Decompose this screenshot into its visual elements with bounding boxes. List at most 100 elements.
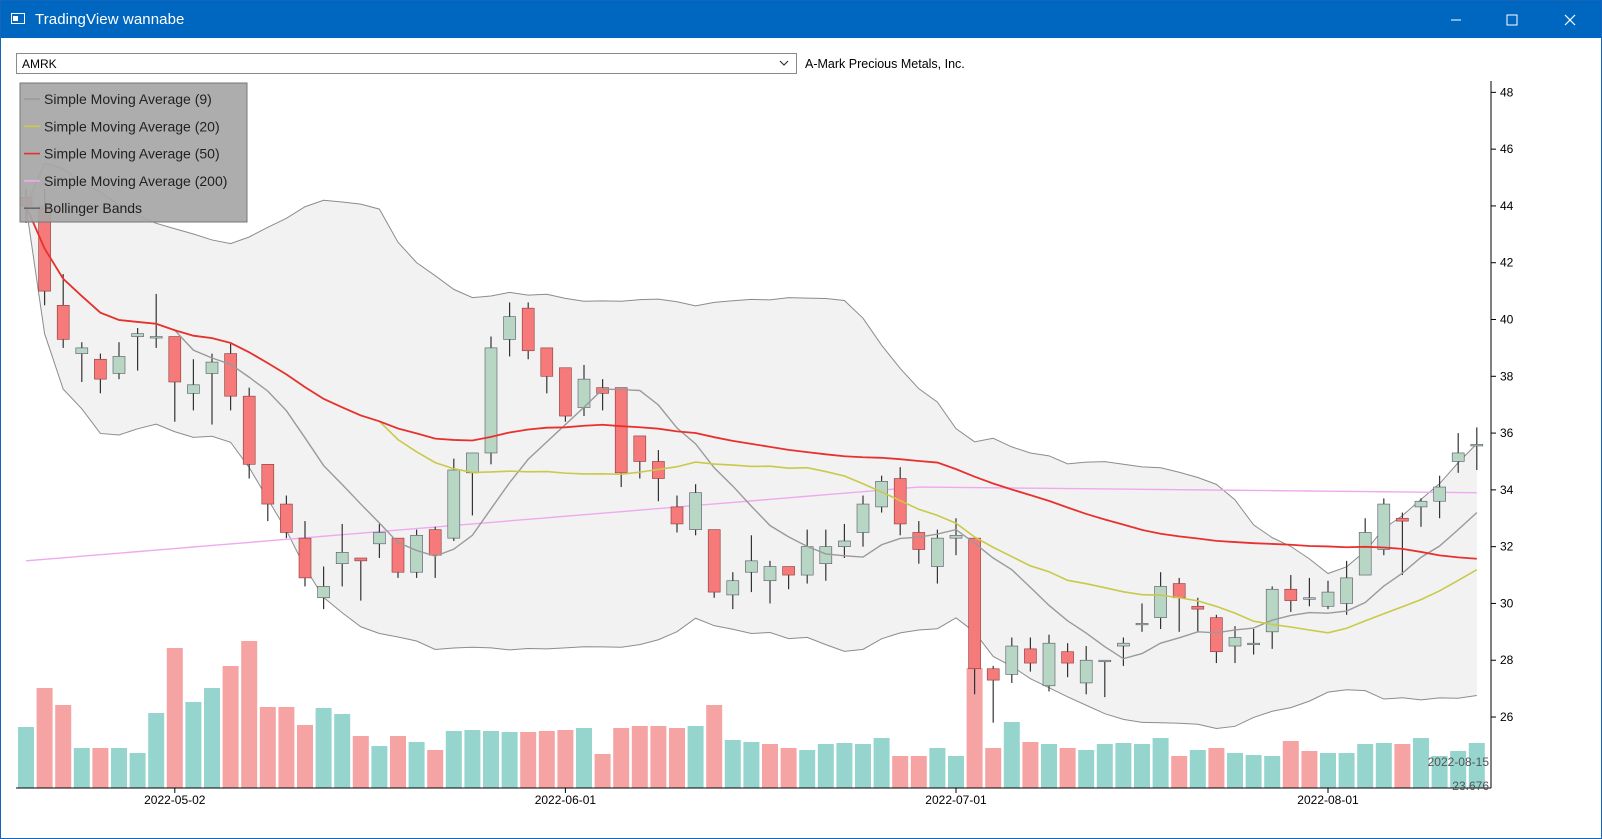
candle-body xyxy=(335,552,349,564)
price-chart[interactable]: 26 28 30 32 34 36 38 40 42 44 46 48 2022-05-02 2022-0… xyxy=(16,81,1584,806)
candle-body xyxy=(1433,486,1446,502)
candle-body xyxy=(782,566,795,576)
y-tick-label: 28 xyxy=(1500,653,1514,667)
close-button[interactable] xyxy=(1547,1,1593,38)
volume-bar xyxy=(408,742,425,788)
candle-body xyxy=(819,546,833,564)
sma9-line xyxy=(25,205,1478,660)
candle-body xyxy=(149,336,163,339)
candle-body xyxy=(949,534,963,539)
candle-body xyxy=(484,347,498,454)
candle-body xyxy=(763,566,777,582)
volume-bar xyxy=(1301,751,1318,788)
legend-label: Simple Moving Average (20) xyxy=(44,118,220,134)
close-icon xyxy=(1564,14,1576,25)
y-tick-label: 38 xyxy=(1500,369,1514,383)
volume-bar xyxy=(1413,738,1429,788)
volume-bar xyxy=(724,740,741,788)
volume-bar xyxy=(873,738,890,788)
candle-body xyxy=(856,503,870,533)
volume-bar xyxy=(706,705,723,788)
candle-body xyxy=(1210,617,1223,653)
candle-body xyxy=(1117,642,1130,647)
candle-body xyxy=(112,356,126,374)
volume-bar xyxy=(910,756,927,788)
maximize-button[interactable] xyxy=(1489,1,1535,38)
candle-body xyxy=(1191,605,1205,610)
candle-body xyxy=(75,347,89,354)
volume-bar xyxy=(204,688,220,788)
volume-bar xyxy=(1468,743,1485,788)
volume-bar xyxy=(315,708,332,788)
candle-body xyxy=(466,452,479,474)
candle-body xyxy=(1470,444,1484,447)
volume-bar xyxy=(966,668,983,788)
crosshair-date: 2022-08-15 xyxy=(1428,755,1490,769)
candle-body xyxy=(1079,659,1093,684)
candle-body xyxy=(94,358,107,380)
candle-body xyxy=(745,560,758,573)
volume-bar xyxy=(892,756,909,788)
volume-bar xyxy=(1282,741,1299,788)
candle-body xyxy=(521,307,535,352)
volume-bar xyxy=(855,744,871,788)
volume-bar xyxy=(817,744,834,788)
candle-body xyxy=(280,503,293,533)
volume-bar xyxy=(278,707,295,788)
candle-body xyxy=(707,529,721,593)
volume-bar xyxy=(650,726,667,788)
maximize-icon xyxy=(1506,14,1518,25)
candle-body xyxy=(596,387,609,394)
candle-body xyxy=(912,532,926,550)
bollinger-band-fill xyxy=(26,163,1477,729)
volume-bar xyxy=(1375,743,1392,788)
volume-bar xyxy=(129,753,146,788)
volume-bar xyxy=(743,742,760,788)
volume-bar xyxy=(538,731,555,788)
candle-body xyxy=(205,361,219,374)
y-tick-label: 32 xyxy=(1500,540,1514,554)
candle-body xyxy=(428,529,442,556)
volume-bar xyxy=(111,748,127,788)
volume-bar xyxy=(1189,750,1206,788)
candle-body xyxy=(298,537,312,579)
candle-body xyxy=(56,305,70,340)
volume-bar xyxy=(762,744,778,788)
candle-body xyxy=(1340,577,1353,604)
candle-body xyxy=(931,537,944,567)
sma200-line xyxy=(25,486,1477,562)
volume-bar xyxy=(929,748,946,788)
candle-body xyxy=(633,435,647,462)
volume-bar xyxy=(1394,744,1411,788)
crosshair-value: 23.676 xyxy=(1452,779,1489,793)
volume-bar xyxy=(687,726,704,788)
candle-body xyxy=(670,506,684,525)
volume-bar xyxy=(390,736,406,788)
candle-body xyxy=(1024,648,1037,664)
volume-bar xyxy=(594,754,611,788)
volume-bar xyxy=(259,707,276,788)
candle-body xyxy=(689,492,702,530)
candle-body xyxy=(373,532,386,545)
volume-bar xyxy=(780,748,797,788)
sma50-line xyxy=(25,205,1477,560)
volume-bar xyxy=(1450,751,1467,788)
candle-body xyxy=(1042,642,1056,687)
volume-bar xyxy=(483,731,499,788)
y-tick-label: 46 xyxy=(1500,142,1514,156)
symbol-select[interactable]: AMRK xyxy=(16,53,797,74)
volume-bar xyxy=(55,705,72,788)
candle-body xyxy=(1135,623,1149,626)
volume-bar xyxy=(1320,753,1336,788)
title-bar[interactable]: TradingView wannabe xyxy=(1,1,1601,38)
symbol-value: AMRK xyxy=(22,57,57,71)
volume-bar xyxy=(445,731,462,788)
legend-label: Simple Moving Average (9) xyxy=(44,91,212,107)
volume-bar xyxy=(1357,744,1374,788)
candle-body xyxy=(614,387,628,474)
app-icon xyxy=(11,13,25,24)
minimize-button[interactable] xyxy=(1433,1,1479,38)
candle-body xyxy=(800,546,814,576)
volume-bar xyxy=(1096,744,1113,788)
volume-bar xyxy=(166,648,183,788)
